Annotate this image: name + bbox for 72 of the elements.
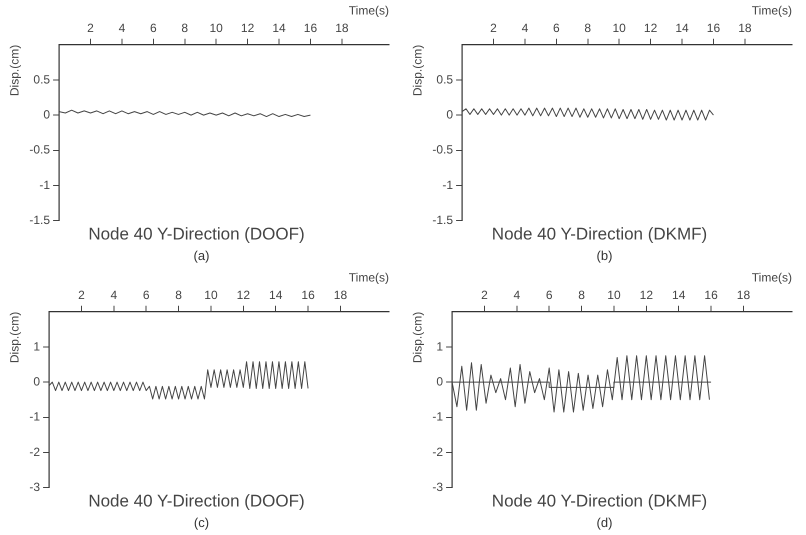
y-tick-label: -1 (432, 410, 444, 424)
x-tick-label: 14 (269, 288, 283, 302)
y-tick-label: 0 (446, 107, 454, 122)
x-tick-label: 12 (644, 20, 658, 35)
x-tick-label: 14 (272, 20, 286, 35)
x-axis-title: Time(s) (348, 270, 389, 285)
x-tick-label: 16 (304, 20, 318, 35)
y-tick-label: -3 (432, 480, 444, 494)
x-tick-label: 10 (204, 288, 218, 302)
y-axis-title: Disp.(cm) (410, 44, 425, 96)
x-tick-label: 12 (236, 288, 250, 302)
x-tick-label: 8 (175, 288, 182, 302)
x-tick-label: 2 (490, 20, 498, 35)
x-tick-label: 6 (142, 288, 150, 302)
x-tick-label: 18 (334, 288, 348, 302)
x-tick-label: 14 (672, 288, 686, 302)
y-tick-label: -1 (29, 410, 40, 424)
x-tick-label: 10 (612, 20, 626, 35)
x-tick-label: 12 (240, 20, 255, 35)
y-tick-label: -1 (39, 178, 50, 192)
y-tick-label: -1.5 (29, 212, 50, 227)
y-axis-title: Disp.(cm) (410, 312, 425, 364)
x-axis-title: Time(s) (752, 270, 792, 285)
x-tick-label: 16 (301, 288, 316, 302)
x-tick-label: 14 (675, 20, 690, 35)
y-tick-label: -0.5 (432, 142, 454, 157)
x-tick-label: 4 (513, 288, 520, 302)
y-tick-label: -1 (442, 178, 454, 192)
x-tick-label: 18 (738, 20, 752, 35)
text: (a) (192, 247, 210, 265)
x-tick-label: 6 (546, 288, 553, 302)
x-tick-label: 2 (87, 20, 94, 35)
y-tick-label: 0 (436, 374, 444, 388)
x-tick-label: 4 (110, 288, 118, 302)
y-tick-label: 1 (33, 339, 40, 354)
text: Node 40 Y-Direction (DOOF) (88, 224, 305, 244)
x-tick-label: 8 (584, 20, 592, 35)
x-tick-label: 12 (640, 288, 654, 302)
x-tick-label: 8 (181, 20, 188, 35)
y-tick-label: 1 (436, 339, 444, 354)
text: Node 40 Y-Direction (DKMF) (492, 491, 708, 510)
x-tick-label: 10 (607, 288, 621, 302)
y-tick-label: -3 (29, 480, 40, 494)
x-tick-label: 10 (210, 20, 224, 35)
x-tick-label: 18 (335, 20, 349, 35)
y-tick-label: -2 (432, 444, 444, 459)
text: (c) (192, 514, 210, 532)
y-tick-label: -1.5 (432, 212, 454, 227)
y-tick-label: 0 (43, 107, 50, 122)
x-tick-label: 18 (736, 288, 750, 302)
text: Node 40 Y-Direction (DOOF) (88, 491, 305, 510)
y-tick-label: -0.5 (29, 142, 50, 157)
x-tick-label: 16 (704, 288, 718, 302)
y-tick-label: -2 (29, 444, 40, 459)
x-tick-label: 4 (522, 20, 529, 35)
x-tick-label: 6 (552, 20, 560, 35)
y-tick-label: 0 (33, 374, 40, 388)
x-axis-title: Time(s) (752, 4, 792, 18)
x-tick-label: 4 (118, 20, 126, 35)
x-tick-label: 8 (578, 288, 586, 302)
x-tick-label: 2 (78, 288, 86, 302)
x-tick-label: 2 (481, 288, 488, 302)
x-axis-title: Time(s) (348, 4, 389, 18)
y-tick-label: 0.5 (436, 72, 454, 86)
text: Node 40 Y-Direction (DKMF) (492, 224, 708, 244)
x-tick-label: 6 (150, 20, 157, 35)
y-tick-label: 0.5 (33, 72, 50, 86)
y-axis-title: Disp.(cm) (8, 44, 22, 96)
text: (d) (596, 514, 614, 532)
y-axis-title: Disp.(cm) (8, 312, 22, 364)
text: (b) (596, 247, 614, 265)
x-tick-label: 16 (706, 20, 720, 35)
